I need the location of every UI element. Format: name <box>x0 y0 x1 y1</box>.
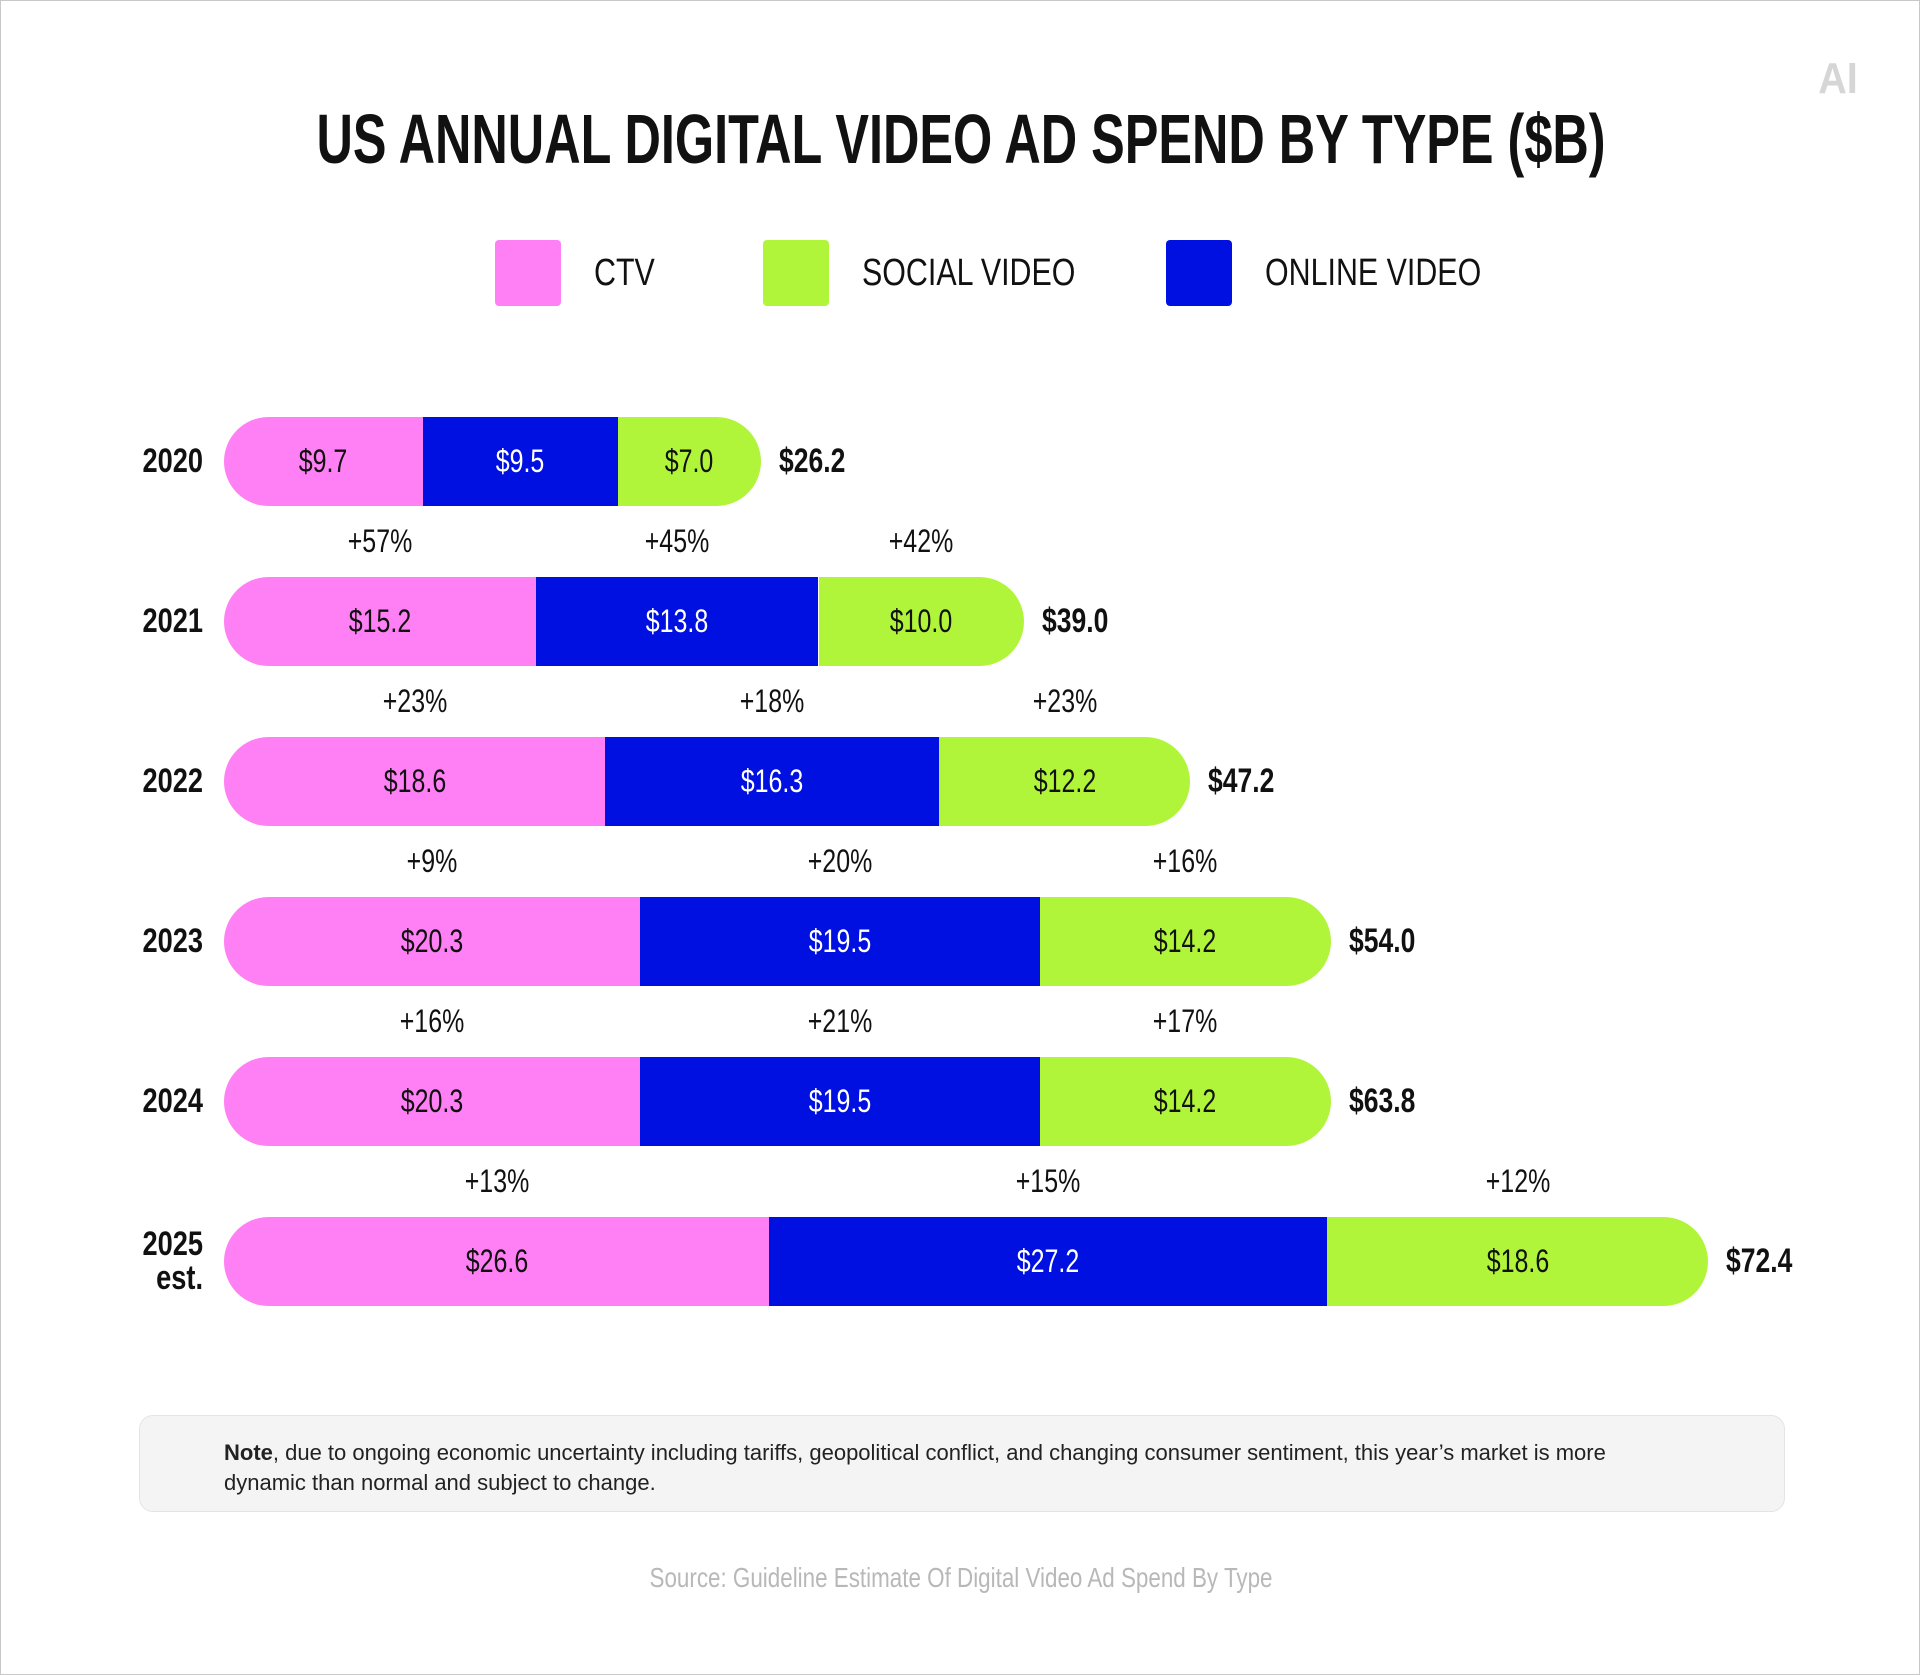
source: Source: Guideline Estimate Of Digital Vi… <box>649 1562 1273 1593</box>
growth-label: +9% <box>406 843 458 879</box>
legend-label: CTV <box>594 252 655 294</box>
total-label: $63.8 <box>1349 1082 1416 1120</box>
value-label: $14.2 <box>1154 1083 1217 1119</box>
note-text: , due to ongoing economic uncertainty in… <box>224 1440 1606 1495</box>
growth-label: +15% <box>1015 1163 1081 1199</box>
total-label: $72.4 <box>1726 1242 1793 1280</box>
growth-label: +13% <box>464 1163 529 1199</box>
value-label: $7.0 <box>665 443 714 479</box>
value-label: $18.6 <box>383 763 446 799</box>
bar-segment <box>939 736 1190 826</box>
bar-segment <box>224 736 606 826</box>
bar-segment <box>1039 1056 1331 1146</box>
value-label: $18.6 <box>1486 1243 1549 1279</box>
growth-label: +18% <box>740 683 805 719</box>
bar-segment <box>224 896 641 986</box>
note-bold: Note <box>224 1440 273 1465</box>
legend-swatch <box>495 240 561 306</box>
bar-segment <box>818 576 1024 666</box>
value-label: $26.6 <box>465 1243 528 1279</box>
bar-segment <box>1039 896 1331 986</box>
category-label: 2022 <box>142 762 203 800</box>
note: Note, due to ongoing economic uncertaint… <box>224 1438 1684 1498</box>
legend-label: SOCIAL VIDEO <box>862 252 1076 294</box>
bar-segment <box>617 416 762 506</box>
value-label: $16.3 <box>741 763 804 799</box>
value-label: $20.3 <box>400 923 464 959</box>
growth-label: +16% <box>1153 843 1218 879</box>
value-label: $19.5 <box>808 1083 872 1119</box>
total-label: $47.2 <box>1207 762 1274 800</box>
growth-label: +23% <box>382 683 447 719</box>
growth-label: +21% <box>807 1003 873 1039</box>
total-label: $26.2 <box>779 442 846 480</box>
legend-label: ONLINE VIDEO <box>1265 252 1482 294</box>
bar-segment <box>224 1056 641 1146</box>
logo: AI <box>1818 54 1858 103</box>
bar-segment <box>224 1216 770 1306</box>
growth-label: +20% <box>807 843 873 879</box>
value-label: $9.7 <box>299 443 348 479</box>
value-label: $27.2 <box>1016 1243 1080 1279</box>
bar-segment <box>535 576 819 666</box>
bar-segment <box>224 416 423 506</box>
growth-label: +17% <box>1153 1003 1218 1039</box>
legend-swatch <box>763 240 829 306</box>
growth-label: +12% <box>1485 1163 1550 1199</box>
total-label: $39.0 <box>1041 602 1108 640</box>
category-label: 2023 <box>142 922 203 960</box>
value-label: $13.8 <box>645 603 709 639</box>
chart-title: US ANNUAL DIGITAL VIDEO AD SPEND BY TYPE… <box>316 100 1606 178</box>
category-label: 2024 <box>142 1082 203 1120</box>
bar-segment <box>640 896 1040 986</box>
note-box: Note, due to ongoing economic uncertaint… <box>139 1415 1785 1512</box>
bar-segment <box>1326 1216 1709 1306</box>
growth-label: +57% <box>347 523 413 559</box>
value-label: $19.5 <box>808 923 872 959</box>
bar-segment <box>422 416 618 506</box>
growth-label: +16% <box>399 1003 465 1039</box>
value-label: $15.2 <box>348 603 412 639</box>
bar-segment <box>769 1216 1327 1306</box>
bar-segment <box>640 1056 1040 1146</box>
growth-label: +42% <box>888 523 954 559</box>
category-label: 2021 <box>142 602 203 640</box>
legend-swatch <box>1166 240 1232 306</box>
bar-segment <box>605 736 940 826</box>
growth-label: +23% <box>1032 683 1097 719</box>
value-label: $14.2 <box>1154 923 1217 959</box>
category-label: 2020 <box>142 442 203 480</box>
value-label: $9.5 <box>495 443 545 479</box>
value-label: $20.3 <box>400 1083 464 1119</box>
bar-segment <box>224 576 536 666</box>
category-label: 2025 est. <box>142 1225 203 1297</box>
value-label: $10.0 <box>889 603 953 639</box>
total-label: $54.0 <box>1349 922 1416 960</box>
growth-label: +45% <box>644 523 710 559</box>
value-label: $12.2 <box>1033 763 1096 799</box>
